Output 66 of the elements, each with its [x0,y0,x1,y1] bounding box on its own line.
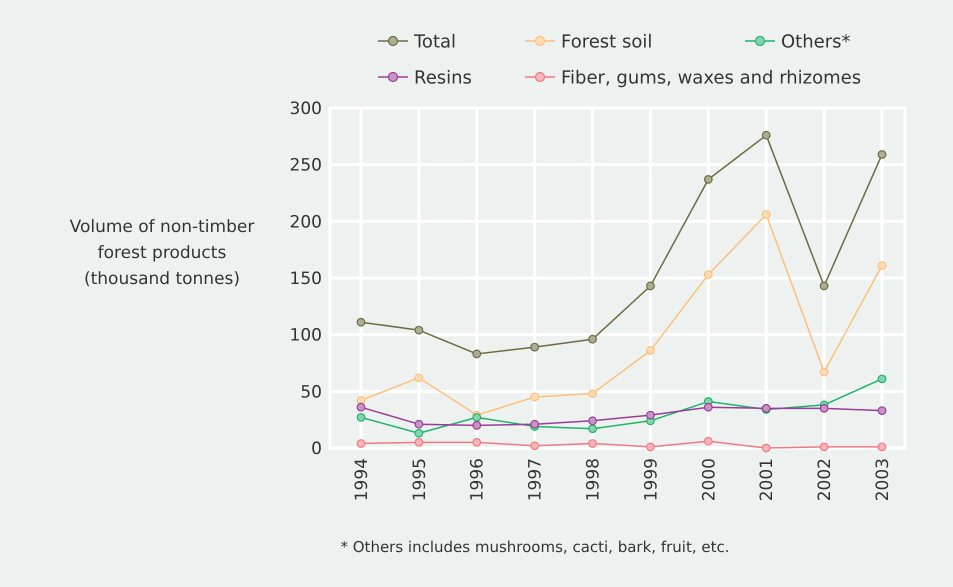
point [588,389,597,398]
y-tick-label: 150 [290,268,322,289]
x-tick-label: 1995 [410,458,430,502]
legend-label: Fiber, gums, waxes and rhizomes [561,67,862,88]
point [704,175,713,184]
x-tick-label: 1998 [584,458,604,502]
point [646,410,655,420]
point [646,282,655,290]
point [878,374,886,384]
point [588,424,597,434]
point [820,442,829,452]
point [588,334,597,344]
point [704,436,713,446]
legend-label: Others* [781,31,850,52]
point [530,342,540,352]
point [530,420,540,429]
point [762,444,771,452]
y-tick-label: 50 [300,382,322,402]
point [820,282,829,290]
x-tick-label: 1999 [641,458,662,502]
point [414,420,424,429]
point [472,420,482,430]
point [878,150,886,159]
legend-label: Forest soil [561,31,652,52]
y-tick-label: 0 [311,438,322,459]
x-tick-label: 2002 [815,458,836,502]
x-tick-label: 1994 [352,458,372,502]
x-tick-label: 1997 [526,458,546,502]
point [530,441,540,450]
point [530,392,540,402]
point [414,428,424,438]
point [704,270,713,279]
point [878,406,886,415]
point [704,402,713,412]
x-tick-label: 1996 [468,458,488,502]
y-tick-label: 200 [290,212,322,232]
y-tick-label: 250 [290,156,322,176]
point [646,346,655,355]
legend-label: Resins [414,67,472,88]
y-tick-label: 300 [290,98,322,119]
point [414,373,424,382]
point [646,442,655,452]
point [588,416,597,426]
point [878,442,886,452]
point [356,439,366,448]
point [588,439,597,448]
point [472,438,482,447]
x-tick-label: 2003 [872,458,893,502]
point [472,350,482,358]
point [820,368,829,376]
point [762,210,771,219]
x-tick-label: 2001 [757,458,778,502]
point [820,404,829,413]
point [878,261,886,270]
point [356,402,366,412]
point [356,413,366,422]
y-axis-title: Volume of non-timber forest products (thousand tonnes) [70,216,254,289]
text: * Others includes mushrooms, cacti, bark, fruit, etc. [340,538,730,556]
y-tick-label: 100 [290,326,322,346]
point [414,326,424,335]
point [356,318,366,327]
legend-label: Total [413,31,456,52]
point [414,438,424,447]
x-tick-label: 2000 [699,458,720,502]
point [472,413,482,422]
point [762,130,771,140]
